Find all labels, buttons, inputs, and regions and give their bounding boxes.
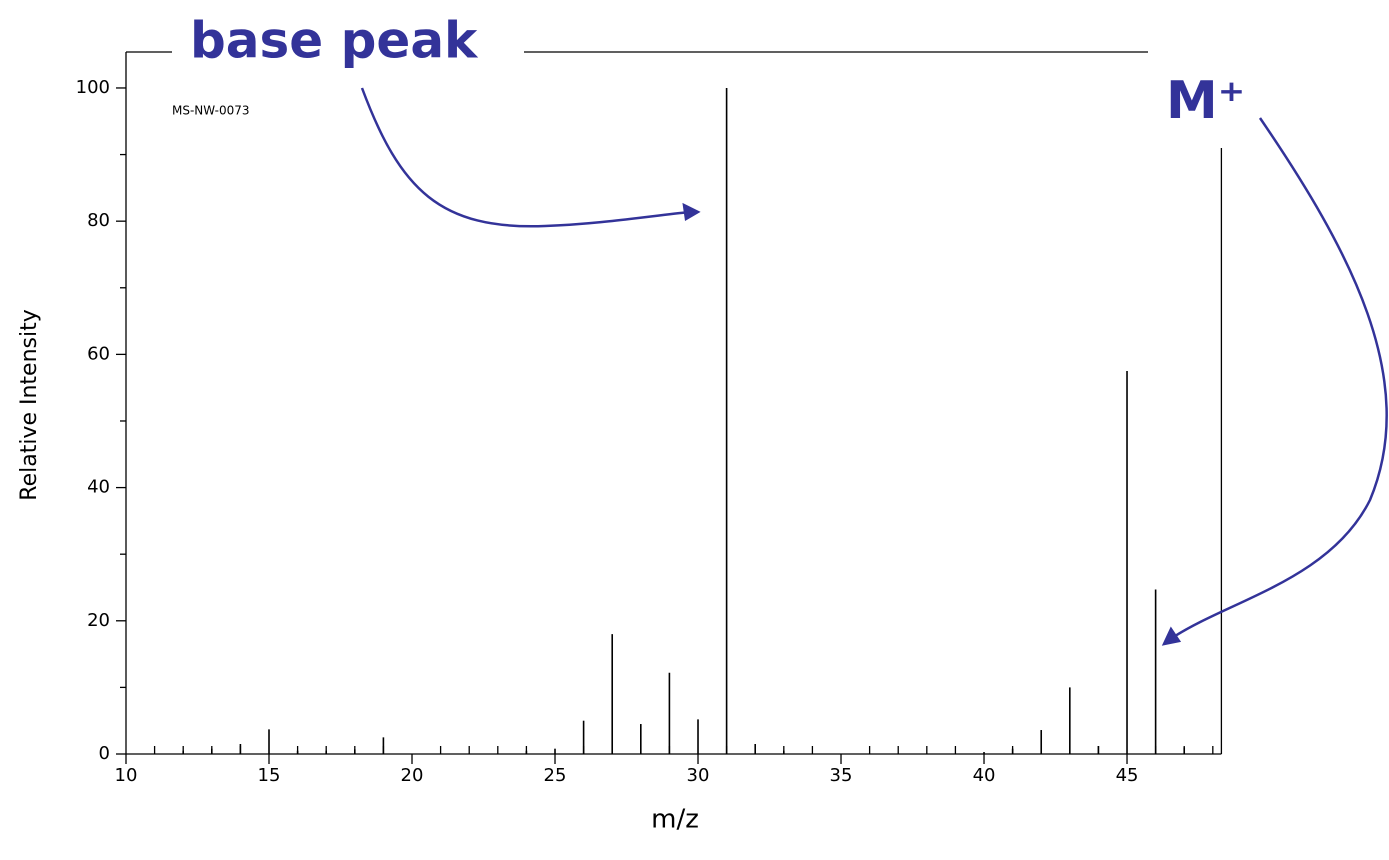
x-tick-label: 25 <box>544 765 567 786</box>
y-axis-label: Relative Intensity <box>17 309 42 500</box>
x-tick-label: 20 <box>401 765 424 786</box>
annotation-molecular-ion: M⁺ <box>1166 71 1245 131</box>
annotation-box <box>1148 40 1248 148</box>
y-tick-label: 80 <box>87 210 110 231</box>
x-tick-label: 40 <box>973 765 996 786</box>
annotation-arrows <box>360 87 1388 646</box>
arrowhead <box>1161 626 1182 646</box>
x-tick-label: 35 <box>830 765 853 786</box>
y-tick-label: 20 <box>87 610 110 631</box>
x-tick-label: 30 <box>687 765 710 786</box>
y-tick-label: 40 <box>87 477 110 498</box>
arrowhead <box>682 202 701 222</box>
annotation-box <box>172 10 524 80</box>
y-tick-label: 100 <box>76 77 110 98</box>
x-axis-label: m/z <box>651 805 699 835</box>
molecular-ion-arrow <box>1171 117 1388 640</box>
y-tick-label: 0 <box>99 743 110 764</box>
annotation-base-peak: base peak <box>190 12 479 70</box>
x-tick-label: 45 <box>1116 765 1139 786</box>
spectrum-id: MS-NW-0073 <box>172 104 250 118</box>
x-tick-label: 15 <box>258 765 281 786</box>
base-peak-arrow <box>360 87 691 228</box>
x-tick-label: 10 <box>115 765 138 786</box>
y-tick-label: 60 <box>87 343 110 364</box>
